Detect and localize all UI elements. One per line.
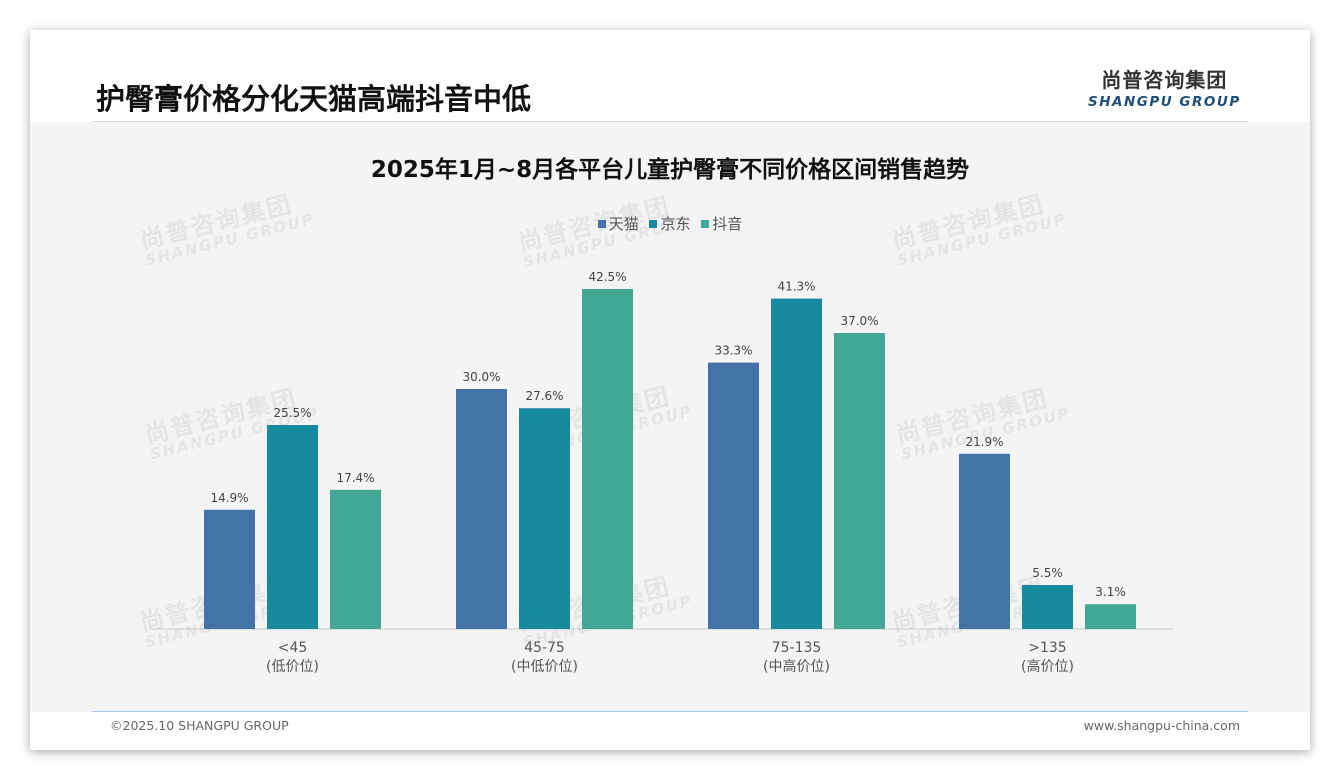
bar-tmall — [959, 453, 1010, 629]
data-label: 3.1% — [1095, 585, 1126, 599]
bar-tmall — [204, 509, 255, 629]
x-tick-sublabel: (中低价位) — [511, 659, 578, 675]
legend-item-douyin: 抖音 — [701, 213, 742, 234]
bar-tmall — [456, 389, 507, 629]
footer-divider — [92, 711, 1248, 712]
bar-jd — [267, 425, 318, 629]
data-label: 30.0% — [462, 370, 500, 384]
bar-douyin — [330, 489, 381, 629]
footer-website: www.shangpu-china.com — [1083, 718, 1240, 733]
data-label: 42.5% — [588, 270, 626, 284]
x-tick-sublabel: (低价位) — [266, 659, 319, 675]
x-tick-label: 75-135 — [772, 640, 822, 656]
bar-jd — [519, 408, 570, 629]
data-label: 27.6% — [525, 389, 563, 403]
legend-label-tmall: 天猫 — [608, 215, 639, 233]
logo-chinese-text: 尚普咨询集团 — [1101, 68, 1228, 92]
legend-swatch-douyin — [701, 219, 710, 228]
x-tick-label: <45 — [278, 640, 308, 656]
bar-tmall — [708, 362, 759, 629]
data-label: 25.5% — [273, 406, 311, 420]
x-tick-sublabel: (中高价位) — [763, 658, 830, 675]
logo-english-text: SHANGPU GROUP — [1088, 94, 1241, 110]
bar-douyin — [834, 333, 885, 629]
legend-swatch-tmall — [597, 219, 606, 228]
footer-copyright: ©2025.10 SHANGPU GROUP — [110, 718, 289, 733]
bar-chart: 14.9% 25.5% 17.4% <45 (低价位) 30.0% 27.6% 42.5% 45… — [150, 270, 1173, 675]
header-band — [30, 30, 1310, 122]
chart-legend: 天猫 京东 抖音 — [30, 213, 1310, 234]
bar-douyin — [1085, 604, 1136, 629]
bar-douyin — [582, 289, 633, 629]
x-tick-sublabel: (高价位) — [1021, 658, 1074, 675]
data-label: 17.4% — [336, 471, 374, 485]
x-tick-label: 45-75 — [524, 640, 565, 656]
data-label: 37.0% — [840, 314, 878, 328]
data-label: 5.5% — [1032, 566, 1063, 580]
legend-label-jd: 京东 — [660, 215, 691, 233]
bar-jd — [1022, 585, 1073, 629]
x-tick-label: >135 — [1028, 640, 1066, 656]
chart-title: 2025年1月~8月各平台儿童护臀膏不同价格区间销售趋势 — [370, 157, 970, 183]
page-title: 护臀膏价格分化天猫高端抖音中低 — [96, 82, 532, 116]
data-label: 41.3% — [777, 280, 815, 294]
legend-item-tmall: 天猫 — [597, 213, 639, 234]
bar-jd — [771, 298, 822, 629]
legend-label-douyin: 抖音 — [712, 215, 743, 233]
slide: 护臀膏价格分化天猫高端抖音中低 尚普咨询集团 SHANGPU GROUP 尚普咨… — [30, 30, 1310, 750]
legend-item-jd: 京东 — [649, 213, 691, 234]
data-label: 14.9% — [210, 491, 248, 505]
data-label: 33.3% — [714, 344, 752, 358]
footer-band — [30, 712, 1310, 750]
company-logo: 尚普咨询集团 SHANGPU GROUP — [1088, 64, 1241, 110]
header-divider — [92, 121, 1248, 122]
data-label: 21.9% — [965, 435, 1003, 449]
legend-swatch-jd — [649, 219, 658, 228]
